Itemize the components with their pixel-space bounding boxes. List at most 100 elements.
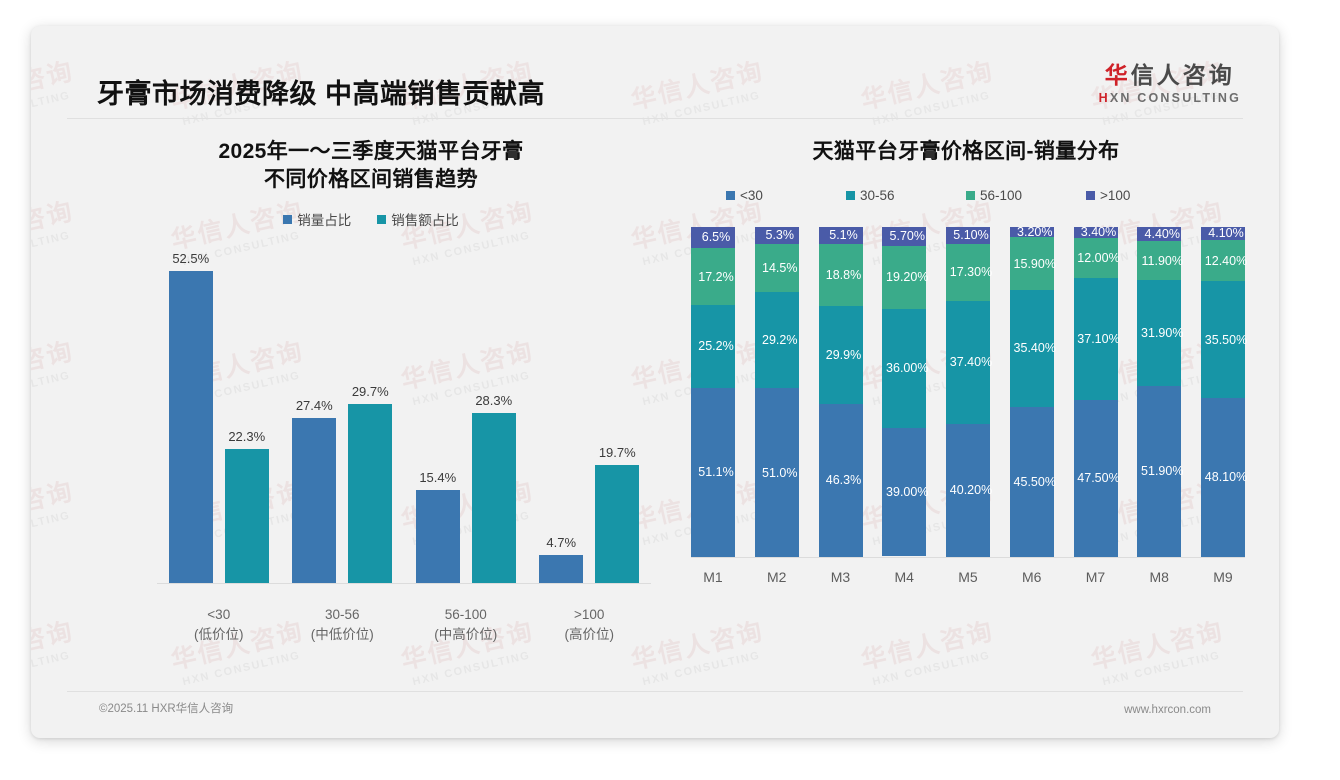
stacked-segment[interactable]: 40.20%	[946, 424, 992, 557]
bar-column[interactable]: 22.3%	[224, 251, 269, 584]
stacked-segment[interactable]: 5.3%	[754, 226, 799, 245]
bar-column[interactable]: 4.7%	[539, 251, 584, 584]
segment-value-label: 4.40%	[1144, 226, 1180, 241]
legend-item[interactable]: 30-56	[846, 188, 966, 203]
stacked-segment[interactable]: 36.00%	[882, 308, 929, 428]
stacked-segment[interactable]: 5.10%	[946, 226, 990, 244]
legend-label: 销量占比	[297, 213, 352, 229]
x-axis-line	[157, 583, 651, 585]
stacked-segment[interactable]: 35.40%	[1009, 289, 1056, 407]
stacked-bar-column[interactable]: 4.40% 11.90% 31.90% 51.90%	[1137, 226, 1184, 557]
footer-website[interactable]: www.hxrcon.com	[1124, 704, 1211, 716]
x-axis-label: M1	[703, 568, 723, 585]
stacked-segment[interactable]: 19.20%	[882, 245, 929, 309]
stacked-segment[interactable]: 6.5%	[691, 226, 735, 249]
stacked-bar-column[interactable]: 6.5% 17.2% 25.2% 51.1%	[691, 226, 735, 557]
bar-column[interactable]: 28.3%	[471, 251, 516, 584]
stacked-segment[interactable]: 3.20%	[1009, 225, 1054, 239]
stacked-bar-column[interactable]: 5.1% 18.8% 29.9% 46.3%	[818, 226, 863, 557]
segment-value-label: 45.50%	[1013, 474, 1056, 489]
x-axis-label: M3	[830, 568, 851, 585]
bar-column[interactable]: 52.5%	[168, 251, 213, 584]
legend-item[interactable]: 56-100	[966, 188, 1086, 203]
legend-item[interactable]: 销量占比	[283, 209, 351, 229]
stacked-segment[interactable]: 12.00%	[1073, 237, 1120, 278]
segment-value-label: 4.10%	[1208, 226, 1244, 241]
segment-value-label: 47.50%	[1077, 471, 1120, 486]
stacked-segment[interactable]: 29.9%	[818, 305, 863, 405]
stacked-segment[interactable]: 39.00%	[882, 427, 929, 557]
chart-title-volume-distribution: 天猫平台牙膏价格区间-销量分布	[812, 140, 1120, 163]
stacked-segment[interactable]: 15.90%	[1009, 237, 1056, 290]
x-axis-label: 30-56 (中低价位)	[281, 605, 405, 646]
stacked-segment[interactable]: 5.70%	[882, 226, 927, 246]
stacked-segment[interactable]: 45.50%	[1009, 406, 1056, 557]
stacked-segment[interactable]: 17.2%	[691, 248, 735, 305]
bar-rect[interactable]	[415, 490, 460, 584]
segment-value-label: 35.50%	[1204, 332, 1248, 347]
stacked-bar-column[interactable]: 3.40% 12.00% 37.10% 47.50%	[1073, 225, 1120, 557]
legend-item[interactable]: >100	[1086, 188, 1206, 203]
bar-rect[interactable]	[471, 412, 516, 584]
bar-rect[interactable]	[168, 271, 213, 584]
legend-label: 30-56	[860, 187, 895, 203]
x-axis-label: M4	[894, 568, 914, 585]
stacked-segment[interactable]: 25.2%	[691, 304, 735, 389]
bar-rect[interactable]	[595, 464, 640, 584]
x-axis-label: 56-100 (中高价位)	[404, 605, 528, 646]
stacked-segment[interactable]: 51.0%	[754, 388, 799, 557]
segment-value-label: 51.0%	[762, 465, 798, 480]
stacked-segment[interactable]: 48.10%	[1201, 398, 1247, 557]
stacked-segment[interactable]: 3.40%	[1073, 225, 1118, 239]
x-axis-label-range: 30-56	[324, 606, 360, 622]
stacked-bar-column[interactable]: 5.3% 14.5% 29.2% 51.0%	[754, 226, 799, 557]
bar-value-label: 28.3%	[475, 392, 513, 408]
bar-value-label: 27.4%	[295, 398, 333, 414]
segment-value-label: 39.00%	[886, 485, 929, 500]
bar-value-label: 19.7%	[598, 444, 636, 460]
segment-value-label: 3.20%	[1017, 225, 1053, 239]
segment-value-label: 19.20%	[886, 270, 929, 285]
stacked-bar-column[interactable]: 3.20% 15.90% 35.40% 45.50%	[1009, 225, 1056, 557]
stacked-segment[interactable]: 46.3%	[818, 404, 863, 557]
stacked-segment[interactable]: 11.90%	[1137, 241, 1183, 281]
logo-hua-char: 华	[1104, 62, 1131, 88]
stacked-segment[interactable]: 35.50%	[1201, 281, 1248, 399]
x-axis-label-tier: (中高价位)	[434, 627, 498, 643]
legend-item[interactable]: 销售额占比	[377, 209, 459, 229]
stacked-segment[interactable]: 51.1%	[691, 388, 735, 557]
x-axis-label: >100 (高价位)	[528, 605, 652, 646]
bar-rect[interactable]	[539, 555, 584, 584]
bar-column[interactable]: 29.7%	[348, 251, 393, 584]
bar-rect[interactable]	[348, 404, 393, 584]
stacked-segment[interactable]: 37.40%	[946, 300, 992, 425]
stacked-segment[interactable]: 47.50%	[1073, 399, 1120, 557]
stacked-bar-column[interactable]: 4.10% 12.40% 35.50% 48.10%	[1201, 226, 1248, 557]
stacked-bar-column[interactable]: 5.10% 17.30% 37.40% 40.20%	[946, 226, 992, 557]
bar-rect[interactable]	[292, 418, 337, 584]
stacked-bar-column[interactable]: 5.70% 19.20% 36.00% 39.00%	[882, 226, 929, 557]
segment-value-label: 36.00%	[886, 361, 929, 376]
stacked-segment[interactable]: 37.10%	[1073, 277, 1120, 400]
legend-item[interactable]: <30	[726, 188, 846, 203]
bar-column[interactable]: 15.4%	[415, 251, 460, 584]
bar-value-label: 52.5%	[172, 251, 210, 267]
segment-value-label: 18.8%	[825, 267, 862, 282]
stacked-segment[interactable]: 17.30%	[946, 243, 992, 301]
bar-column[interactable]: 27.4%	[292, 251, 337, 584]
x-axis-label: M6	[1022, 568, 1042, 585]
stacked-segment[interactable]: 14.5%	[754, 244, 799, 293]
legend-label: <30	[740, 187, 763, 203]
stacked-segment[interactable]: 31.90%	[1137, 280, 1183, 386]
stacked-segment[interactable]: 5.1%	[818, 226, 863, 244]
stacked-segment[interactable]: 18.8%	[818, 243, 863, 306]
segment-value-label: 51.90%	[1141, 464, 1184, 479]
bar-column[interactable]: 19.7%	[595, 251, 640, 584]
bar-rect[interactable]	[224, 448, 269, 584]
stacked-segment[interactable]: 4.40%	[1137, 226, 1182, 242]
stacked-segment[interactable]: 12.40%	[1201, 240, 1247, 282]
stacked-segment[interactable]: 51.90%	[1137, 385, 1184, 557]
stacked-segment[interactable]: 29.2%	[754, 292, 799, 389]
stacked-segment[interactable]: 4.10%	[1201, 226, 1245, 241]
